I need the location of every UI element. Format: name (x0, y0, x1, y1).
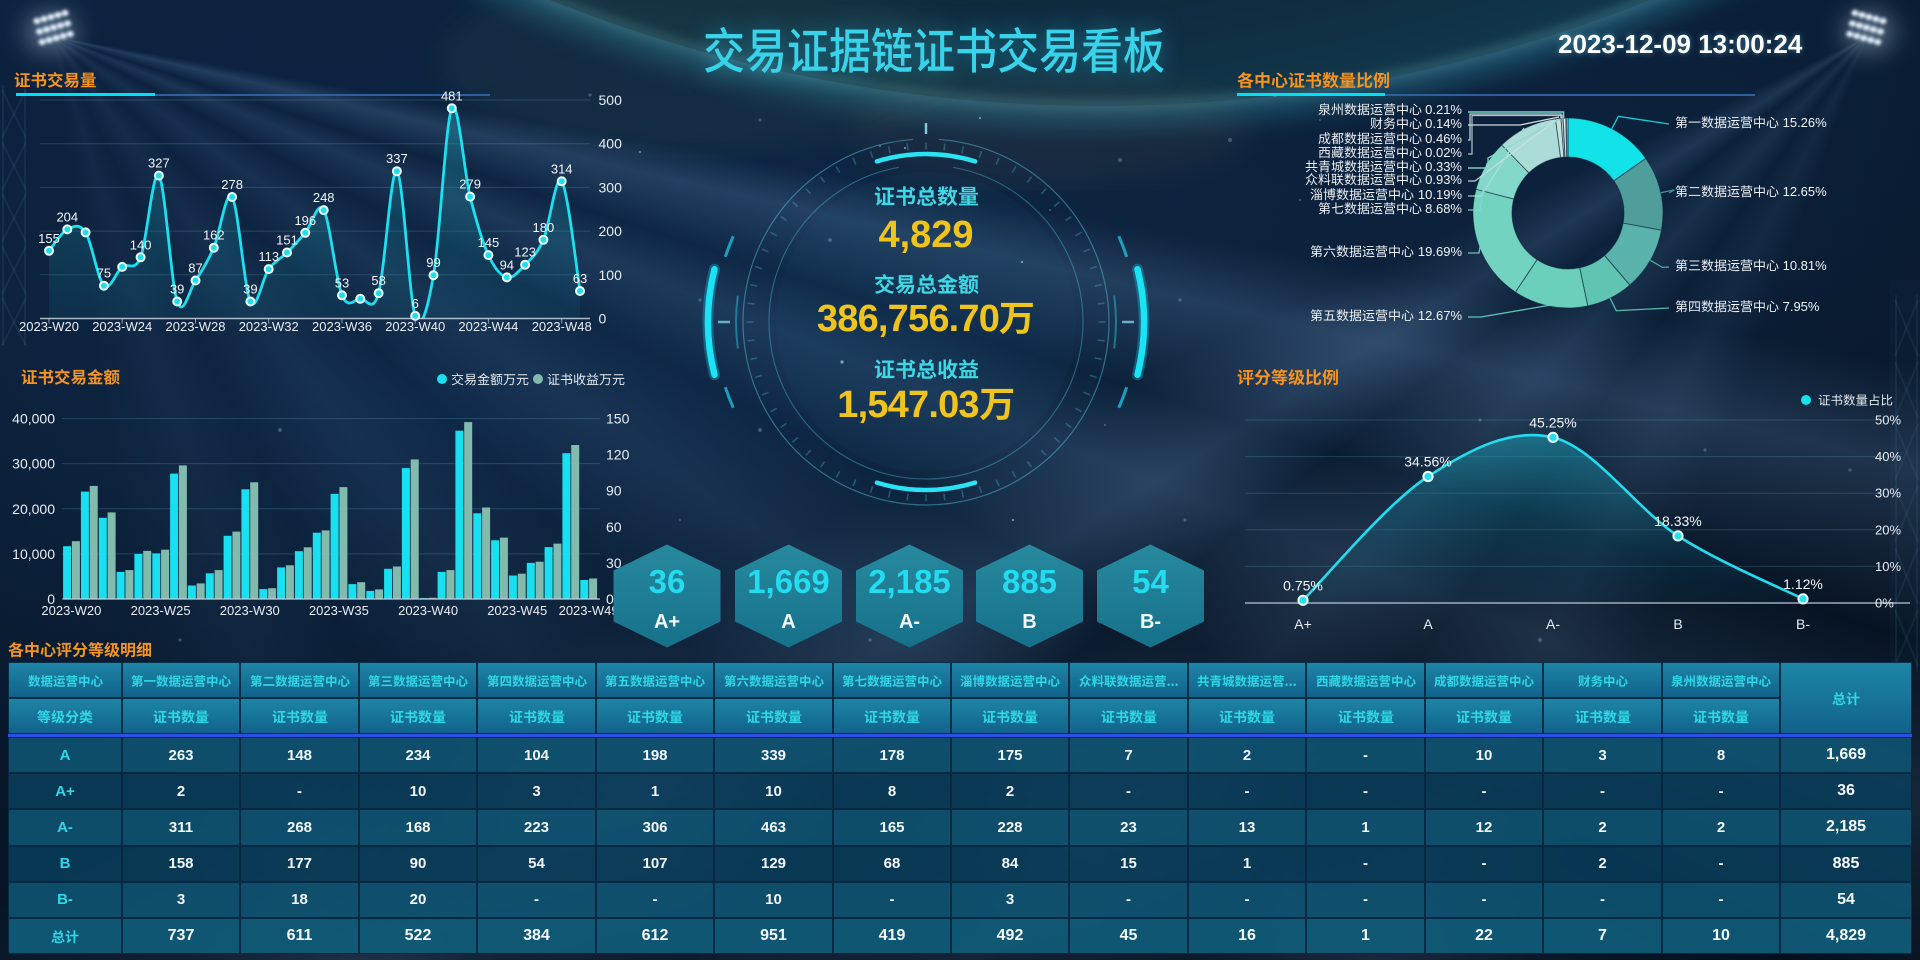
svg-text:2023-W24: 2023-W24 (92, 319, 152, 334)
svg-text:200: 200 (599, 223, 623, 239)
svg-text:2023-W20: 2023-W20 (19, 319, 79, 334)
svg-text:2023-W30: 2023-W30 (220, 603, 280, 618)
svg-text:B-: B- (1796, 616, 1810, 632)
svg-text:150: 150 (606, 411, 630, 427)
svg-text:327: 327 (148, 156, 170, 171)
svg-text:30: 30 (606, 555, 622, 571)
svg-text:113: 113 (258, 249, 279, 264)
svg-text:2023-W40: 2023-W40 (398, 603, 458, 618)
svg-text:63: 63 (573, 271, 587, 286)
svg-text:300: 300 (599, 179, 623, 195)
svg-text:20,000: 20,000 (12, 501, 55, 517)
svg-text:180: 180 (533, 220, 555, 235)
svg-text:2023-W44: 2023-W44 (458, 319, 518, 334)
svg-text:248: 248 (313, 190, 335, 205)
svg-text:B: B (1673, 616, 1682, 632)
svg-text:500: 500 (599, 92, 623, 108)
svg-text:0: 0 (606, 591, 614, 607)
svg-text:278: 278 (221, 177, 243, 192)
svg-text:100: 100 (599, 267, 623, 283)
svg-text:2023-W20: 2023-W20 (41, 603, 101, 618)
svg-text:314: 314 (551, 161, 573, 176)
svg-text:337: 337 (386, 151, 408, 166)
svg-text:30%: 30% (1875, 486, 1901, 501)
svg-text:0: 0 (599, 311, 607, 327)
svg-text:6: 6 (412, 296, 419, 311)
svg-text:481: 481 (441, 88, 463, 103)
svg-text:50%: 50% (1875, 413, 1901, 428)
svg-text:155: 155 (38, 231, 60, 246)
svg-text:400: 400 (599, 136, 623, 152)
svg-text:2023-W49: 2023-W49 (559, 603, 619, 618)
svg-text:94: 94 (500, 257, 514, 272)
svg-text:39: 39 (243, 282, 257, 297)
svg-text:2023-W45: 2023-W45 (487, 603, 547, 618)
svg-text:279: 279 (459, 177, 481, 192)
svg-text:151: 151 (276, 233, 298, 248)
svg-text:99: 99 (426, 255, 440, 270)
svg-text:34.56%: 34.56% (1404, 454, 1451, 470)
svg-text:58: 58 (371, 273, 385, 288)
svg-text:196: 196 (294, 213, 316, 228)
svg-text:204: 204 (56, 209, 78, 224)
svg-text:2023-W35: 2023-W35 (309, 603, 369, 618)
svg-text:0.75%: 0.75% (1283, 577, 1323, 593)
svg-text:53: 53 (335, 275, 349, 290)
svg-text:60: 60 (606, 519, 622, 535)
svg-text:39: 39 (170, 282, 184, 297)
svg-text:40,000: 40,000 (12, 411, 55, 427)
svg-text:0%: 0% (1875, 596, 1894, 611)
svg-text:123: 123 (514, 245, 536, 260)
svg-text:87: 87 (188, 261, 202, 276)
svg-text:30,000: 30,000 (12, 456, 55, 472)
svg-text:120: 120 (606, 447, 630, 463)
svg-text:162: 162 (203, 228, 225, 243)
svg-text:10%: 10% (1875, 559, 1901, 574)
svg-text:2023-W25: 2023-W25 (131, 603, 191, 618)
svg-text:75: 75 (97, 266, 111, 281)
svg-text:20%: 20% (1875, 522, 1901, 537)
svg-text:140: 140 (130, 237, 152, 252)
svg-text:2023-W28: 2023-W28 (166, 319, 226, 334)
svg-text:40%: 40% (1875, 449, 1901, 464)
svg-text:1.12%: 1.12% (1783, 576, 1823, 592)
svg-text:2023-W32: 2023-W32 (239, 319, 299, 334)
svg-text:10,000: 10,000 (12, 546, 55, 562)
svg-text:0: 0 (47, 591, 55, 607)
svg-text:2023-W40: 2023-W40 (385, 319, 445, 334)
svg-text:A-: A- (1546, 616, 1560, 632)
svg-text:A+: A+ (1294, 616, 1312, 632)
svg-text:2023-W48: 2023-W48 (532, 319, 592, 334)
svg-text:18.33%: 18.33% (1654, 513, 1701, 529)
svg-text:A: A (1423, 616, 1433, 632)
svg-text:2023-W36: 2023-W36 (312, 319, 372, 334)
svg-text:45.25%: 45.25% (1529, 414, 1576, 430)
svg-text:145: 145 (478, 235, 500, 250)
svg-text:90: 90 (606, 483, 622, 499)
